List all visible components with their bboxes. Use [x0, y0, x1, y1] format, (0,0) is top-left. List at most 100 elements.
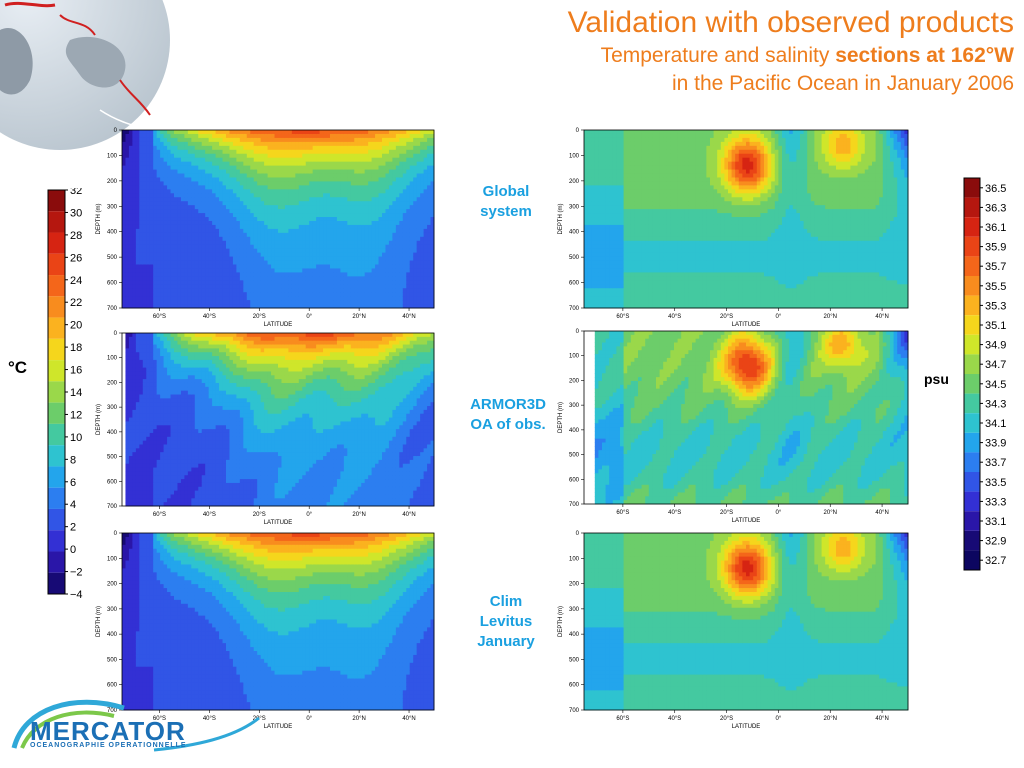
field-cell	[187, 224, 192, 230]
field-cell	[312, 201, 317, 206]
field-cell	[167, 304, 172, 309]
field-cell	[122, 133, 126, 139]
field-cell	[413, 228, 418, 234]
field-cell	[609, 304, 614, 309]
field-cell	[350, 169, 355, 175]
field-cell	[153, 181, 158, 186]
field-cell	[638, 197, 643, 202]
field-cell	[170, 236, 175, 242]
field-cell	[284, 232, 289, 238]
field-cell	[430, 232, 435, 238]
field-cell	[191, 141, 196, 147]
field-cell	[288, 244, 293, 250]
field-cell	[167, 153, 172, 159]
field-cell	[149, 304, 154, 309]
field-cell	[208, 248, 213, 254]
colorbar-tick-label: 20	[70, 320, 82, 332]
colorbar-cell	[48, 572, 65, 594]
field-cell	[378, 292, 383, 297]
field-cell	[232, 193, 237, 198]
colorbar-tick-label: 10	[70, 432, 82, 444]
field-cell	[146, 217, 151, 222]
field-cell	[413, 288, 418, 293]
field-cell	[319, 276, 324, 281]
field-cell	[330, 130, 334, 135]
field-cell	[354, 169, 359, 175]
field-cell	[250, 292, 255, 297]
field-cell	[623, 149, 628, 155]
field-cell	[142, 197, 147, 202]
field-cell	[139, 260, 144, 265]
field-cell	[382, 284, 386, 289]
field-cell	[236, 205, 241, 210]
field-cell	[423, 224, 428, 230]
field-cell	[392, 224, 397, 230]
field-cell	[354, 197, 359, 202]
field-cell	[423, 300, 428, 305]
field-cell	[271, 153, 276, 159]
field-cell	[323, 153, 328, 159]
field-cell	[167, 244, 172, 250]
field-cell	[382, 213, 386, 218]
field-cell	[239, 161, 244, 167]
field-cell	[139, 228, 144, 234]
field-cell	[371, 213, 376, 218]
field-cell	[594, 149, 599, 155]
field-cell	[246, 173, 251, 178]
field-cell	[153, 133, 158, 139]
field-cell	[281, 145, 286, 151]
field-cell	[122, 209, 126, 214]
field-cell	[291, 157, 296, 163]
field-cell	[305, 165, 310, 171]
field-cell	[135, 292, 140, 297]
field-cell	[350, 153, 355, 159]
field-cell	[177, 153, 182, 159]
field-cell	[212, 169, 217, 175]
field-cell	[378, 240, 383, 246]
field-cell	[205, 264, 210, 269]
field-cell	[587, 161, 592, 167]
field-cell	[156, 224, 161, 230]
field-cell	[253, 137, 258, 143]
field-cell	[330, 236, 334, 242]
field-cell	[125, 304, 130, 309]
field-cell	[295, 224, 300, 230]
field-cell	[281, 280, 286, 285]
field-cell	[139, 213, 144, 218]
field-cell	[239, 149, 244, 155]
field-cell	[128, 248, 133, 254]
field-cell	[350, 145, 355, 151]
field-cell	[423, 169, 428, 175]
field-cell	[616, 209, 621, 214]
field-cell	[616, 149, 621, 155]
field-cell	[375, 256, 380, 262]
field-cell	[288, 300, 293, 305]
field-cell	[260, 213, 265, 218]
field-cell	[312, 173, 317, 178]
field-cell	[232, 304, 237, 309]
field-cell	[302, 130, 307, 135]
row-label-line: system	[451, 202, 561, 222]
field-cell	[323, 240, 328, 246]
field-cell	[239, 232, 244, 238]
field-cell	[340, 240, 345, 246]
field-cell	[177, 256, 182, 262]
field-cell	[406, 300, 411, 305]
field-cell	[243, 292, 248, 297]
field-cell	[226, 193, 230, 198]
field-cell	[326, 232, 331, 238]
field-cell	[645, 141, 650, 147]
field-cell	[271, 149, 276, 155]
field-cell	[302, 260, 307, 265]
field-cell	[416, 292, 421, 297]
field-cell	[198, 217, 203, 222]
field-cell	[361, 217, 366, 222]
field-cell	[340, 193, 345, 198]
field-cell	[298, 240, 303, 246]
field-cell	[139, 185, 144, 190]
field-cell	[620, 189, 625, 194]
field-cell	[620, 185, 625, 190]
field-cell	[623, 137, 628, 143]
field-cell	[638, 173, 643, 178]
field-cell	[312, 213, 317, 218]
